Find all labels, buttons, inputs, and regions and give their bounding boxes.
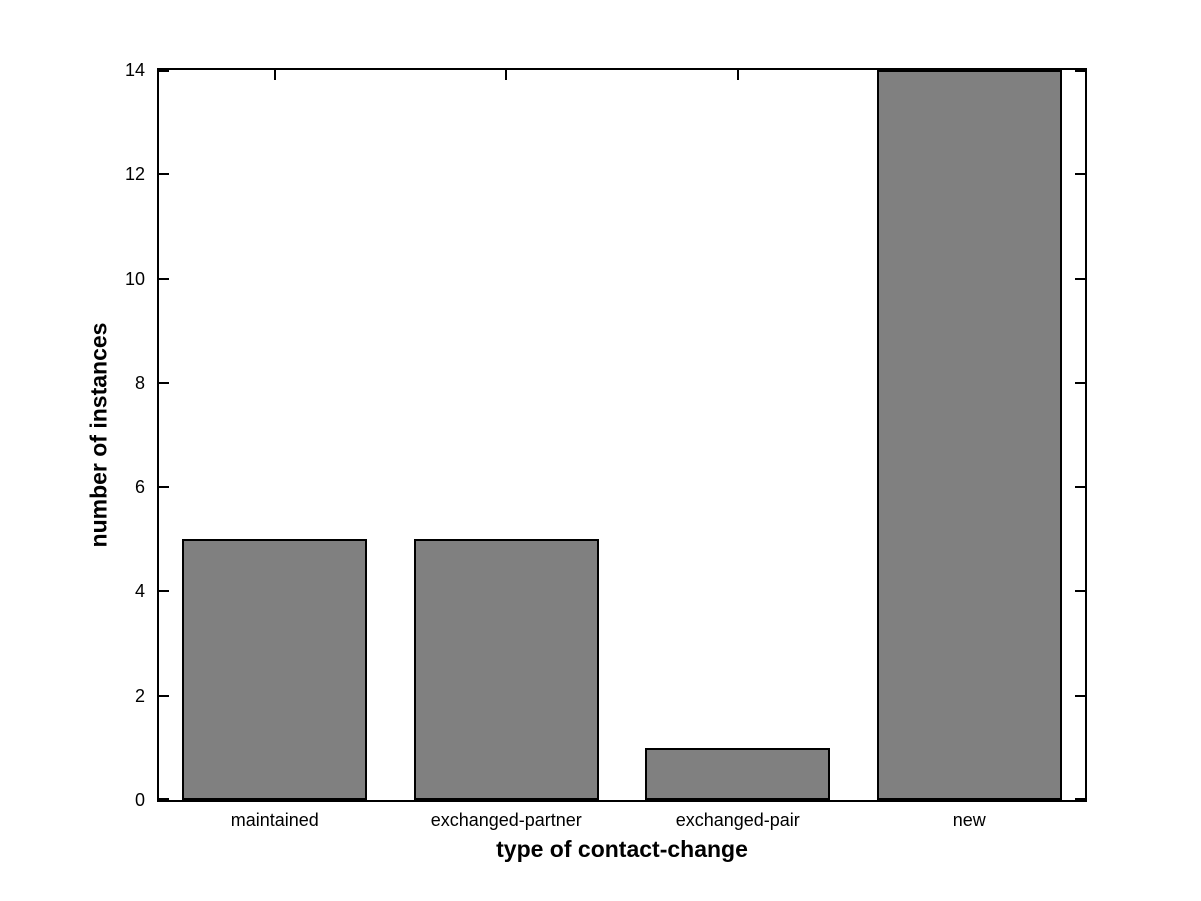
y-tick-mark-right [1075,590,1085,593]
y-tick-label: 12 [124,164,145,185]
x-tick-label: new [952,810,986,830]
y-tick-label: 4 [134,581,145,602]
x-tick-label: maintained [230,810,319,830]
y-axis-label: number of instances [85,322,112,548]
bar-exchanged-pair [645,748,831,800]
y-tick-mark-right [1075,173,1085,176]
y-tick-mark-left [159,381,169,384]
y-tick-mark-right [1075,694,1085,697]
y-tick-mark-left [159,486,169,489]
y-tick-label: 10 [124,268,145,289]
bar-maintained [182,539,368,800]
y-tick-label: 8 [134,372,145,393]
x-tick-label: exchanged-pair [675,810,800,830]
y-tick-mark-right [1075,277,1085,280]
y-tick-label: 14 [124,60,145,80]
y-tick-mark-left [159,173,169,176]
y-tick-mark-left [159,694,169,697]
x-tick-mark-top [273,70,276,80]
x-tick-label: exchanged-partner [430,810,582,830]
y-tick-mark-right [1075,381,1085,384]
y-tick-mark-right [1075,798,1085,800]
y-tick-label: 0 [134,790,145,810]
x-tick-mark-top [736,70,739,80]
y-tick-mark-left [159,798,169,800]
y-tick-mark-left [159,590,169,593]
y-tick-label: 2 [134,685,145,706]
y-tick-mark-left [159,70,169,72]
plot-area [157,68,1087,802]
bar-new [876,70,1062,800]
x-tick-mark-top [505,70,508,80]
y-tick-mark-left [159,277,169,280]
y-tick-mark-right [1075,70,1085,72]
y-tick-mark-right [1075,486,1085,489]
x-axis-label: type of contact-change [496,836,748,862]
bar-exchanged-partner [413,539,599,800]
y-tick-label: 6 [134,477,145,498]
